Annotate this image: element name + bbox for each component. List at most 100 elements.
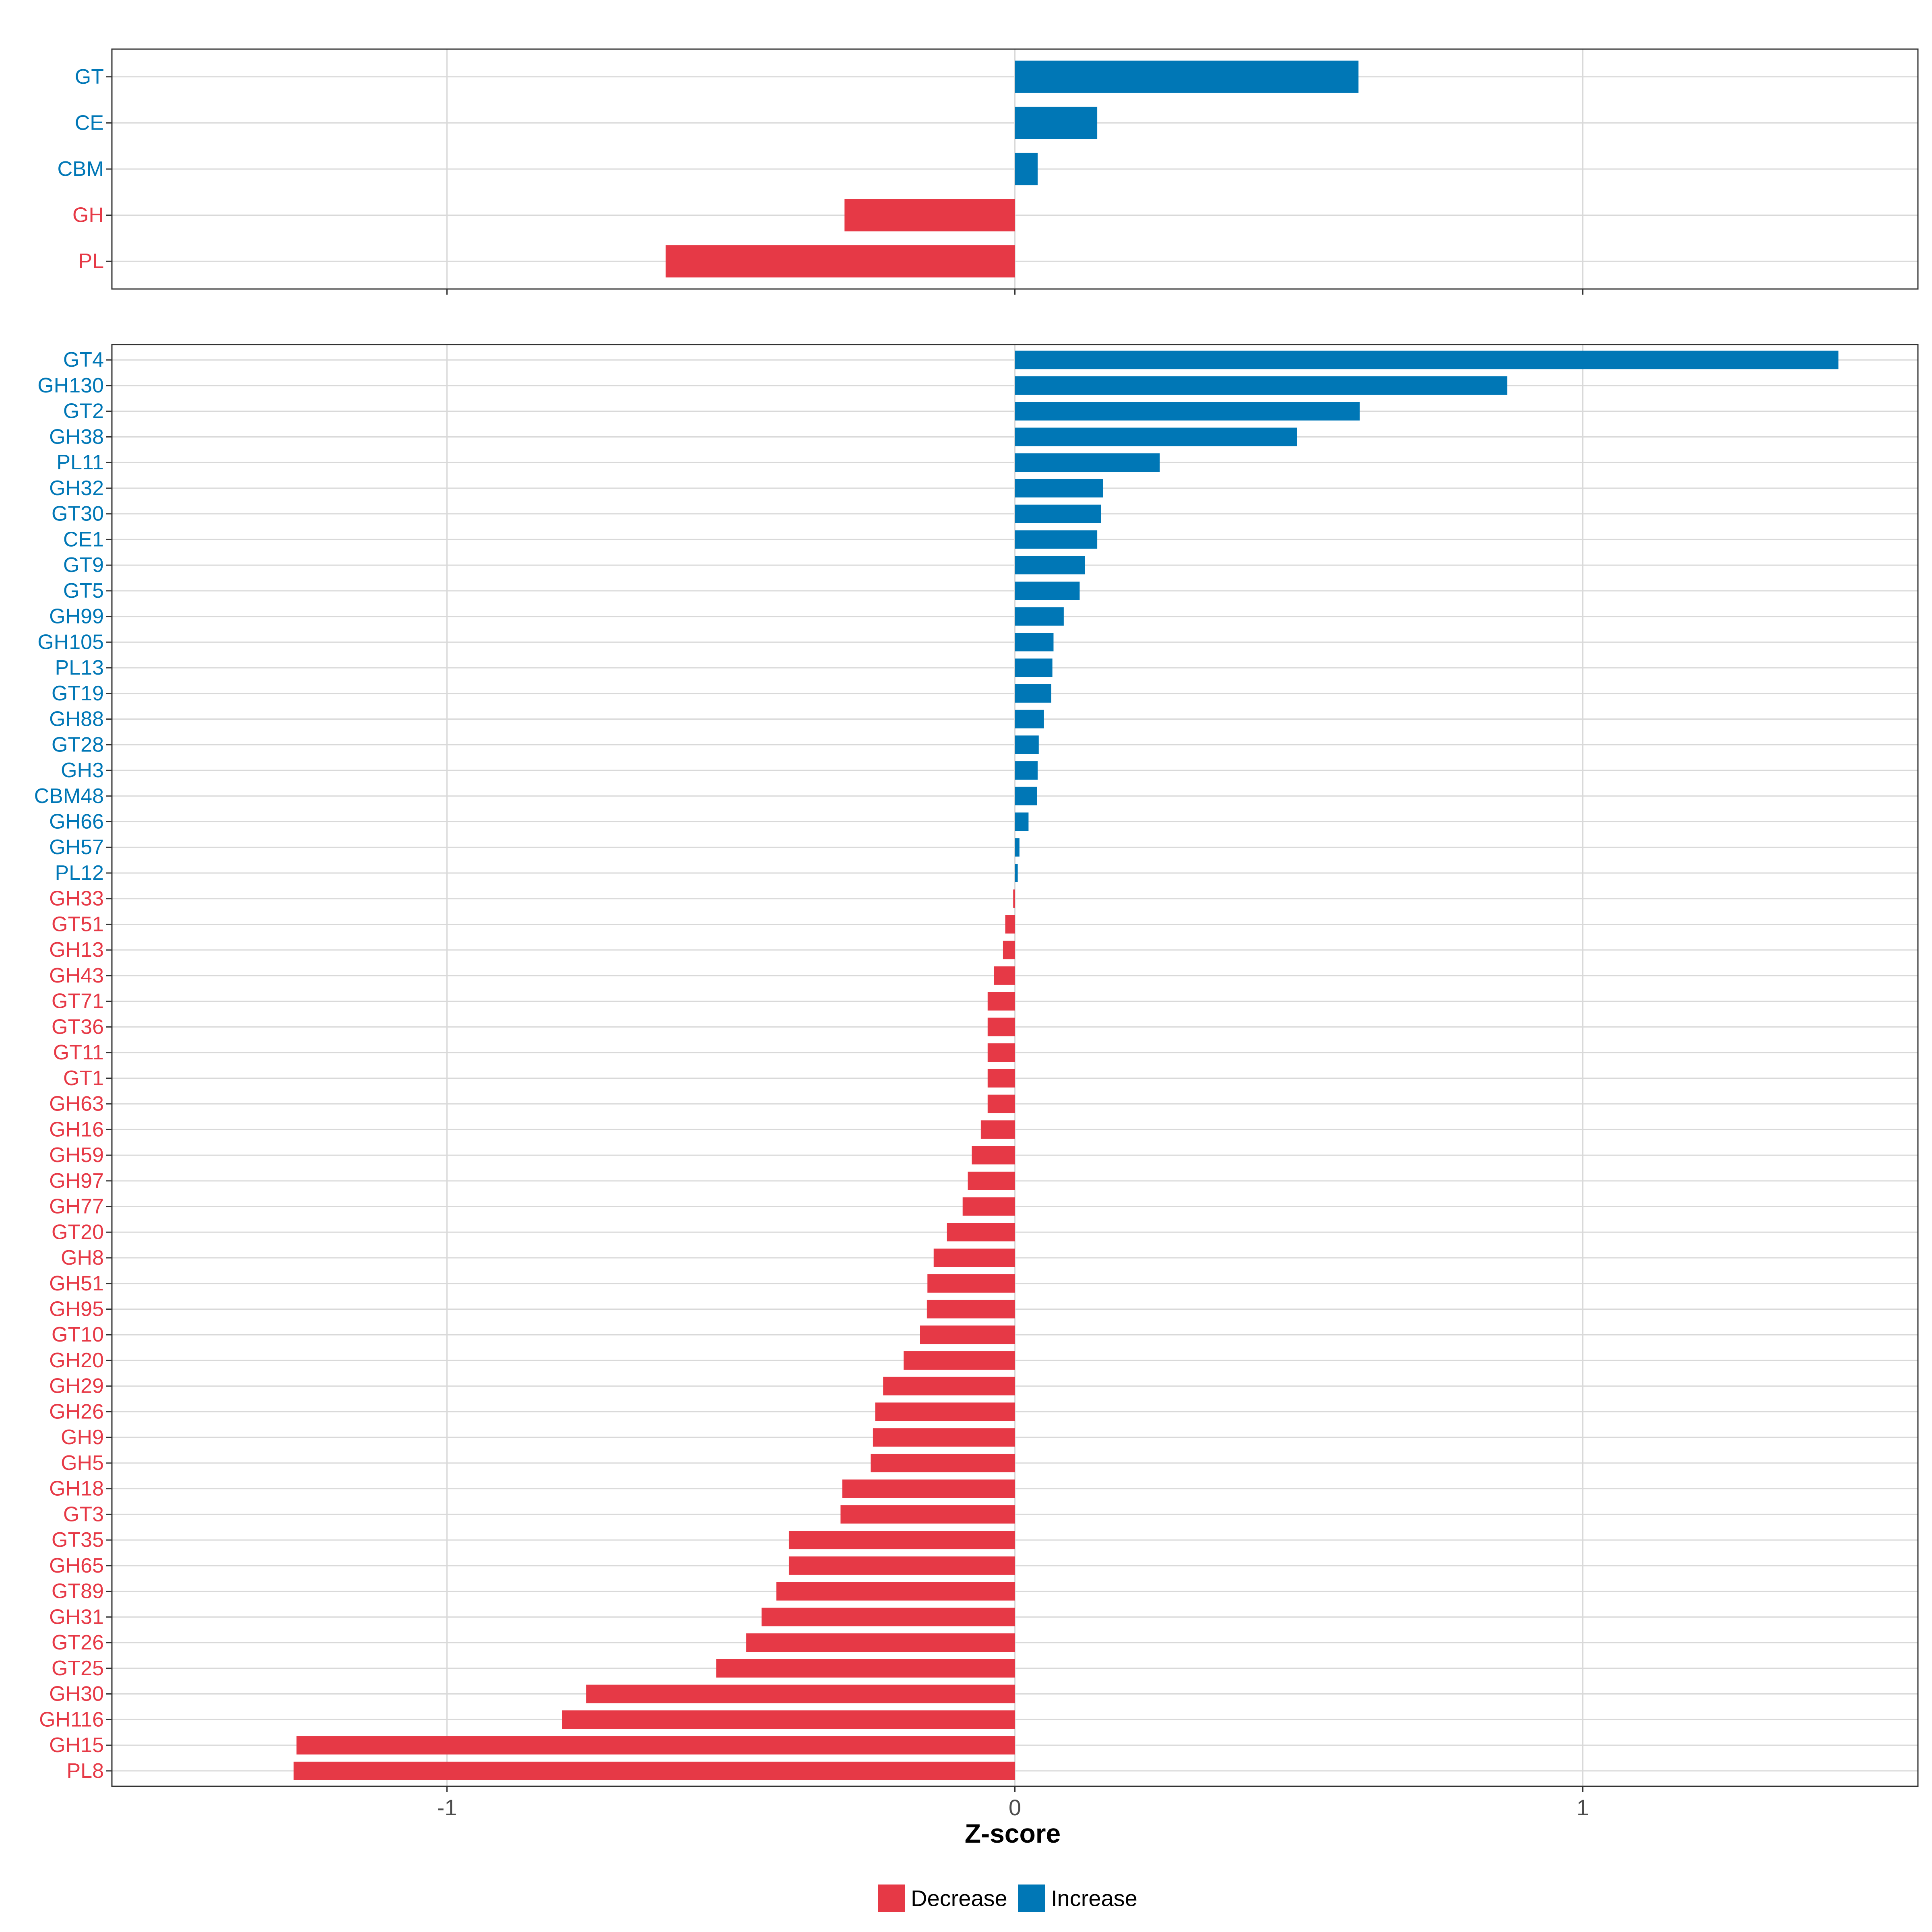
category-label-pl12: PL12 [55, 861, 104, 885]
bar-gt26 [746, 1633, 1015, 1652]
bar-gh43 [994, 966, 1015, 985]
category-label-gt2: GT2 [63, 400, 104, 423]
category-label-gh13: GH13 [49, 938, 104, 962]
legend-swatch-increase [1018, 1885, 1045, 1912]
bar-gh38 [1015, 427, 1297, 446]
bar-gt35 [788, 1531, 1015, 1550]
bar-gt89 [776, 1582, 1015, 1601]
bar-gh97 [968, 1171, 1015, 1190]
bar-gt11 [987, 1043, 1015, 1062]
category-label-ce1: CE1 [63, 528, 104, 551]
bar-gt20 [947, 1223, 1015, 1242]
category-label-pl11: PL11 [56, 451, 104, 474]
bar-gh65 [788, 1556, 1015, 1575]
bar-pl8 [293, 1761, 1015, 1780]
bar-gt9 [1015, 556, 1085, 575]
bar-gh15 [296, 1736, 1015, 1754]
category-label-gh66: GH66 [49, 810, 104, 834]
bar-gh18 [842, 1479, 1015, 1498]
category-label-gt20: GT20 [52, 1220, 104, 1244]
x-tick-label: 0 [1009, 1795, 1021, 1820]
category-label-gt4: GT4 [63, 348, 104, 372]
category-label-gt1: GT1 [63, 1067, 104, 1090]
bar-gh3 [1015, 761, 1038, 780]
category-label-gh116: GH116 [39, 1708, 104, 1731]
bar-gt1 [987, 1069, 1015, 1088]
category-label-gh32: GH32 [49, 477, 104, 500]
category-label-pl13: PL13 [55, 656, 104, 679]
category-label-gh105: GH105 [37, 630, 104, 654]
bar-gh30 [586, 1684, 1015, 1703]
x-axis-title: Z-score [965, 1818, 1061, 1848]
bar-pl12 [1015, 864, 1018, 882]
category-label-gt9: GT9 [63, 553, 104, 577]
bar-gt30 [1015, 504, 1101, 523]
category-label-gh29: GH29 [49, 1375, 104, 1398]
category-label-gh30: GH30 [49, 1682, 104, 1706]
category-label-gh33: GH33 [49, 887, 104, 910]
legend: Decrease Increase [878, 1885, 1137, 1912]
category-label-gt11: GT11 [53, 1041, 104, 1064]
category-label-gt28: GT28 [52, 733, 104, 756]
bar-gh57 [1015, 838, 1020, 857]
bar-gh8 [933, 1249, 1015, 1267]
category-label-gh43: GH43 [49, 964, 104, 987]
bar-gh66 [1015, 812, 1029, 831]
category-label-gt71: GT71 [52, 990, 104, 1013]
category-label-gh9: GH9 [61, 1426, 104, 1449]
category-label-gt: GT [75, 65, 104, 89]
category-label-gh16: GH16 [49, 1118, 104, 1141]
category-label-pl8: PL8 [66, 1759, 104, 1783]
x-tick-label: 1 [1577, 1795, 1589, 1820]
bar-gh31 [762, 1608, 1015, 1627]
category-label-gh88: GH88 [49, 708, 104, 731]
bar-gh32 [1015, 479, 1103, 497]
bar-gt28 [1015, 735, 1039, 754]
category-label-ce: CE [75, 111, 104, 134]
bar-gt2 [1015, 402, 1360, 421]
bar-gt19 [1015, 684, 1051, 703]
bar-gh63 [987, 1094, 1015, 1113]
bar-gh99 [1015, 607, 1064, 626]
category-label-gt5: GT5 [63, 579, 104, 603]
bar-gt10 [920, 1325, 1015, 1344]
category-label-gh38: GH38 [49, 425, 104, 448]
category-label-gh: GH [72, 204, 104, 227]
bar-gh20 [903, 1351, 1015, 1370]
category-label-gh99: GH99 [49, 605, 104, 628]
bar-gh16 [980, 1120, 1015, 1139]
bar-ce [1015, 107, 1098, 139]
bar-gh116 [562, 1710, 1015, 1729]
category-label-gh65: GH65 [49, 1554, 104, 1577]
bar-gt51 [1005, 915, 1015, 934]
bar-gt5 [1015, 581, 1080, 600]
bar-gt4 [1015, 351, 1839, 369]
bar-ce1 [1015, 530, 1098, 549]
bar-gh33 [1013, 889, 1015, 908]
category-label-gt10: GT10 [52, 1323, 104, 1346]
category-label-gh77: GH77 [49, 1195, 104, 1218]
bar-gh29 [883, 1377, 1015, 1395]
bar-gt71 [987, 992, 1015, 1011]
category-label-gh20: GH20 [49, 1349, 104, 1372]
x-tick-label: -1 [437, 1795, 457, 1820]
bar-cbm48 [1015, 786, 1037, 805]
category-label-gh3: GH3 [61, 759, 104, 782]
category-label-gh57: GH57 [49, 836, 104, 859]
bar-gh13 [1003, 941, 1015, 960]
bar-pl11 [1015, 453, 1160, 472]
category-label-gh97: GH97 [49, 1169, 104, 1193]
bottom-panel: GT4GH130GT2GH38PL11GH32GT30CE1GT9GT5GH99… [34, 344, 1919, 1820]
bar-gh88 [1015, 710, 1044, 729]
category-label-gt19: GT19 [52, 682, 104, 705]
bar-gh105 [1015, 633, 1054, 652]
category-label-gh8: GH8 [61, 1246, 104, 1269]
legend-label-decrease: Decrease [911, 1886, 1007, 1911]
bar-gh26 [875, 1402, 1015, 1421]
category-label-gh130: GH130 [37, 374, 104, 397]
legend-swatch-decrease [878, 1885, 905, 1912]
category-label-gh15: GH15 [49, 1734, 104, 1757]
category-label-gt89: GT89 [52, 1580, 104, 1603]
category-label-gt25: GT25 [52, 1657, 104, 1680]
